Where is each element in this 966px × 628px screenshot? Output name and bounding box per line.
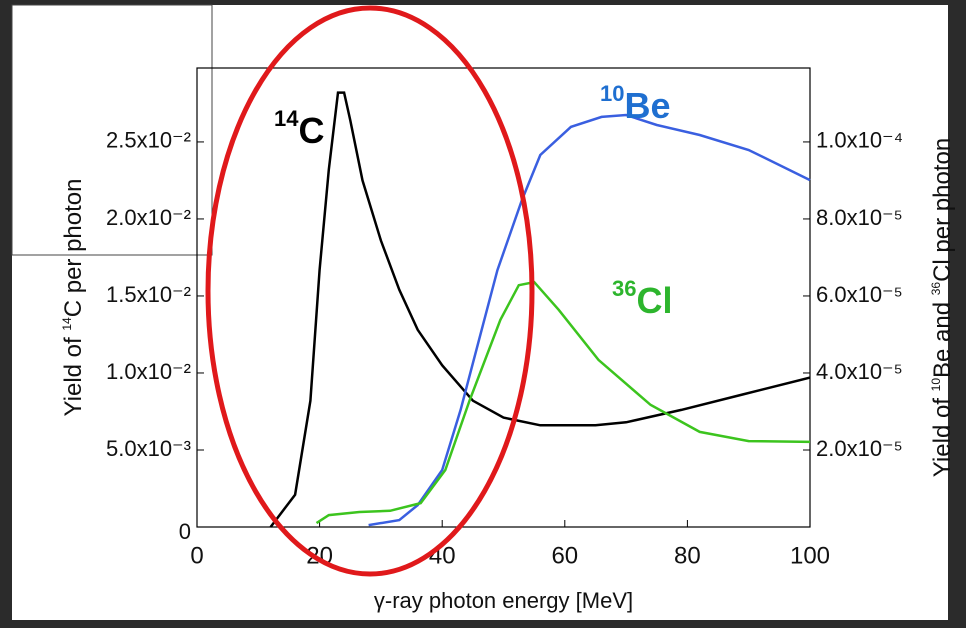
y2-axis-label: Yield of 10Be and 36Cl per photon (929, 138, 956, 477)
panel (12, 5, 948, 620)
annotation-text: Cl (636, 280, 672, 321)
y-tick-label: 0 (179, 519, 191, 544)
y-tick-label: 2.0x10⁻² (106, 205, 191, 230)
panel-edge (11, 4, 213, 256)
annotation-text: C (298, 110, 324, 151)
y2-tick-label: 4.0x10⁻⁵ (816, 359, 903, 384)
series-line (269, 91, 811, 528)
y2-tick-label: 2.0x10⁻⁵ (816, 436, 903, 461)
annotation: 10Be (600, 81, 671, 125)
annotation-sup: 14 (274, 106, 299, 131)
y-tick-label: 5.0x10⁻³ (106, 436, 191, 461)
y-tick-label: 2.5x10⁻² (106, 128, 191, 153)
y-axis-label-text: Yield of (60, 331, 87, 417)
y2-tick-label: 1.0x10⁻⁴ (816, 128, 903, 153)
annotation-sup: 10 (600, 81, 624, 106)
x-axis-label: γ-ray photon energy [MeV] (374, 588, 633, 613)
y2-axis-label-text: Cl per photon (929, 138, 956, 282)
annotation: 36Cl (612, 276, 672, 320)
y2-tick-label: 6.0x10⁻⁵ (816, 282, 903, 307)
y-axis-label-text: C per photon (60, 179, 87, 318)
y2-axis-label-text: Be and (929, 295, 956, 378)
y2-tick-label: 8.0x10⁻⁵ (816, 205, 903, 230)
x-tick-label: 80 (674, 542, 701, 569)
y-tick-label: 1.5x10⁻² (106, 282, 191, 307)
y2-axis-label-sup: 36 (929, 282, 943, 296)
annotation: 14C (274, 106, 324, 150)
y-axis-label-sup: 14 (60, 317, 74, 331)
annotation-text: Be (624, 85, 670, 126)
highlight-ellipse (205, 5, 535, 577)
y-axis-label: Yield of 14C per photon (60, 179, 87, 417)
plot-frame (196, 67, 811, 528)
series-line (368, 113, 811, 527)
x-tick-label: 60 (551, 542, 578, 569)
y2-axis-label-text: Yield of (929, 391, 956, 477)
x-tick-label: 0 (190, 542, 203, 569)
x-tick-label: 100 (790, 542, 830, 569)
y2-axis-label-sup: 10 (929, 378, 943, 392)
y-tick-label: 1.0x10⁻² (106, 359, 191, 384)
annotation-sup: 36 (612, 276, 636, 301)
series-line (315, 280, 811, 525)
